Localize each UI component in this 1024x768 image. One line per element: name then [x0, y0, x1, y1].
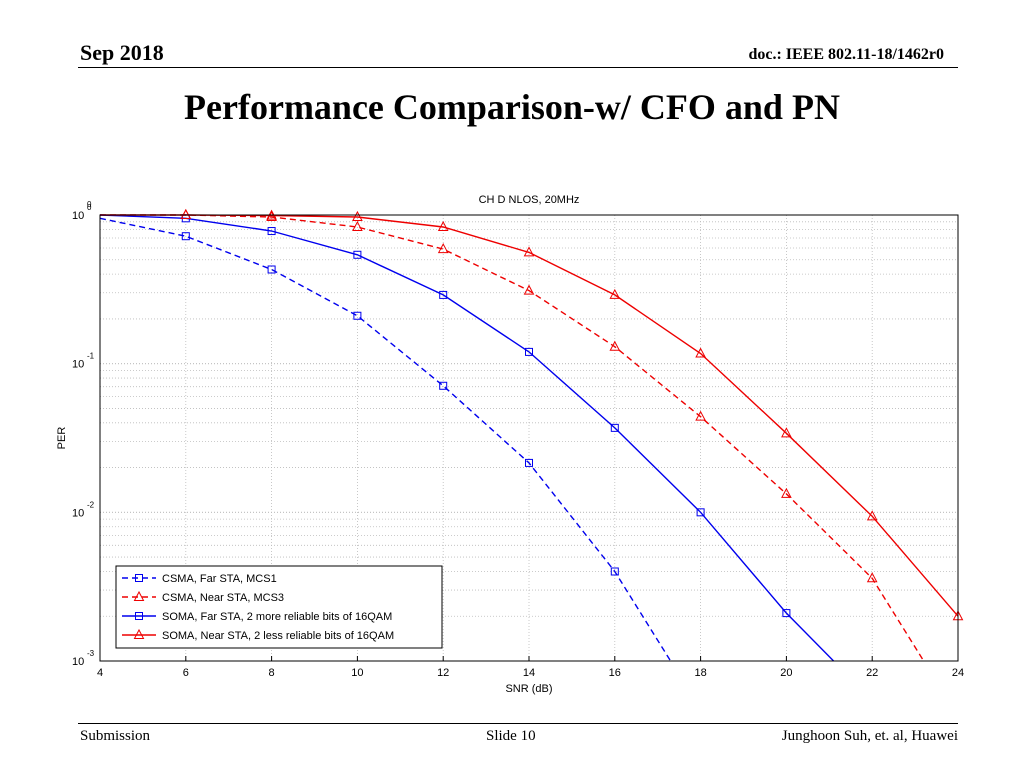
- series-point: [523, 246, 535, 257]
- series-point: [352, 210, 363, 221]
- x-tick-label: 6: [183, 667, 189, 679]
- y-tick-exponent: -1: [87, 352, 95, 361]
- series-1: [99, 217, 672, 662]
- series-4: [100, 208, 964, 621]
- x-tick-label: 20: [780, 667, 792, 679]
- x-tick-label: 18: [694, 667, 706, 679]
- chart-title: CH D NLOS, 20MHz: [479, 194, 580, 206]
- footer-slide-number: Slide 10: [486, 728, 536, 744]
- series-point: [439, 381, 448, 390]
- series-point: [523, 284, 535, 295]
- series-point: [267, 265, 276, 274]
- series-point: [353, 311, 362, 320]
- legend-marker: [133, 590, 145, 601]
- y-tick-label: 10: [72, 656, 84, 668]
- y-top-exponent: 0: [87, 200, 92, 209]
- series-point: [610, 423, 619, 432]
- x-tick-label: 16: [609, 667, 621, 679]
- series-line: [99, 214, 835, 662]
- series-point: [525, 458, 533, 467]
- y-tick-exponent: 0: [87, 203, 92, 212]
- y-tick-label: 10: [72, 507, 84, 519]
- y-axis-label: PER: [56, 427, 68, 450]
- legend-marker: [135, 574, 143, 582]
- y-tick-label: 10: [72, 359, 84, 371]
- series-point: [437, 242, 449, 254]
- x-tick-label: 24: [952, 667, 964, 679]
- series-point: [609, 288, 621, 299]
- series-line: [100, 214, 925, 662]
- legend-marker: [135, 612, 143, 620]
- series-point: [696, 508, 705, 517]
- y-tick-exponent: -2: [87, 500, 95, 509]
- y-tick-label: 10: [72, 210, 84, 222]
- legend-label: SOMA, Near STA, 2 less reliable bits of …: [162, 630, 394, 642]
- series-line: [99, 217, 672, 662]
- series-point: [781, 487, 792, 498]
- x-tick-label: 8: [269, 667, 275, 679]
- footer-submission: Submission: [80, 728, 151, 744]
- footer-rule: [78, 723, 958, 724]
- series-point: [866, 510, 878, 521]
- series-point: [781, 427, 792, 438]
- document-id: doc.: IEEE 802.11-18/1462r0: [748, 46, 944, 63]
- series-point: [695, 347, 706, 358]
- series-3: [99, 214, 835, 662]
- x-tick-label: 12: [437, 667, 449, 679]
- series-point: [437, 220, 449, 232]
- series-point: [695, 410, 706, 421]
- series-point: [866, 572, 878, 583]
- legend-label: CSMA, Near STA, MCS3: [162, 592, 284, 604]
- series-point: [610, 567, 619, 576]
- series-point: [353, 250, 362, 259]
- series-point: [181, 232, 190, 241]
- series-point: [352, 220, 363, 232]
- series-point: [782, 609, 791, 618]
- legend-box: [115, 565, 443, 649]
- series-point: [267, 227, 276, 236]
- legend-label: CSMA, Far STA, MCS1: [162, 573, 277, 585]
- x-tick-label: 4: [97, 667, 103, 679]
- footer-authors: Junghoon Suh, et. al, Huawei: [781, 728, 958, 744]
- x-tick-label: 10: [351, 667, 363, 679]
- series-point: [525, 347, 533, 356]
- header-rule: [78, 67, 958, 68]
- x-tick-label: 14: [523, 667, 535, 679]
- series-point: [180, 208, 192, 219]
- series-point: [439, 290, 448, 299]
- legend-marker: [133, 628, 145, 639]
- legend-label: SOMA, Far STA, 2 more reliable bits of 1…: [162, 611, 392, 623]
- x-tick-label: 22: [866, 667, 878, 679]
- slide-title: Performance Comparison-w/ CFO and PN: [184, 87, 840, 127]
- y-tick-exponent: -3: [87, 649, 95, 658]
- slide-date: Sep 2018: [80, 40, 164, 65]
- x-axis-label: SNR (dB): [505, 683, 552, 695]
- series-2: [100, 208, 925, 662]
- series-point: [609, 340, 621, 351]
